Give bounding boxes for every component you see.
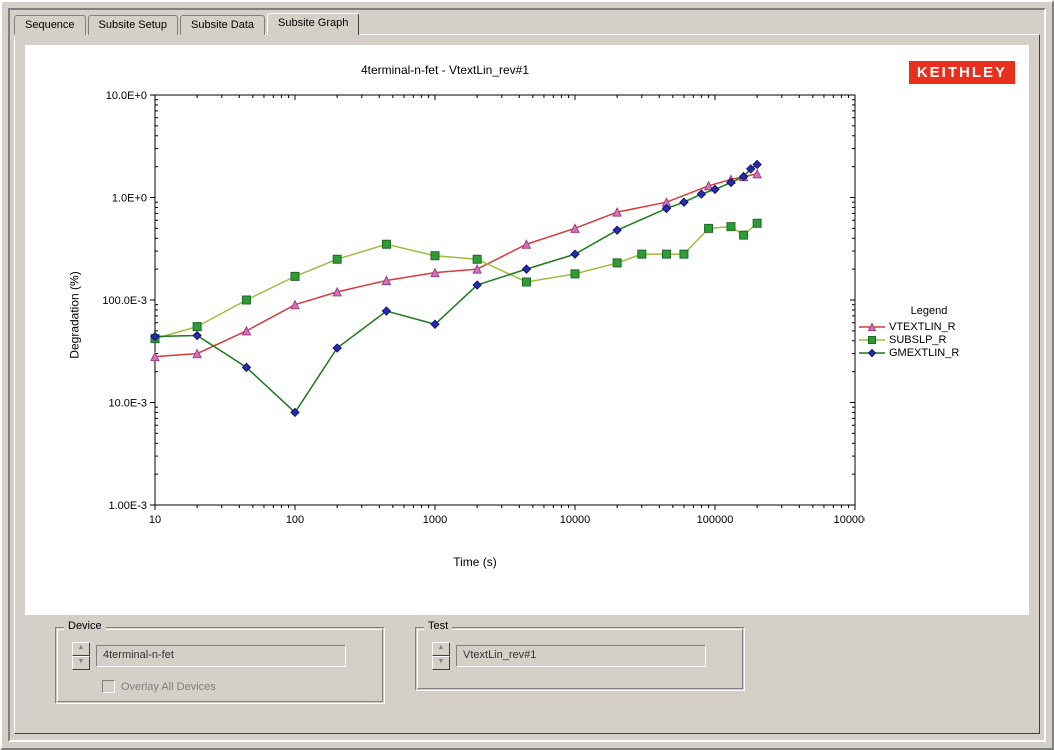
- svg-text:10.0E+0: 10.0E+0: [106, 90, 147, 102]
- controls-row: Device ▲ ▼ 4terminal-n-fet Overlay All D…: [25, 627, 1029, 704]
- x-axis-label: Time (s): [85, 555, 865, 569]
- test-field: VtextLin_rev#1: [456, 645, 706, 667]
- tab-panel: KEITHLEY 4terminal-n-fet - VtextLin_rev#…: [14, 34, 1040, 734]
- svg-text:1.0E+0: 1.0E+0: [112, 193, 147, 205]
- svg-text:10000: 10000: [560, 514, 591, 526]
- device-group: Device ▲ ▼ 4terminal-n-fet Overlay All D…: [55, 627, 385, 704]
- tabs-row: Sequence Subsite Setup Subsite Data Subs…: [14, 13, 1040, 35]
- svg-text:100000: 100000: [697, 514, 734, 526]
- device-spinner: ▲ ▼: [72, 642, 90, 670]
- chart-title: 4terminal-n-fet - VtextLin_rev#1: [25, 63, 865, 77]
- svg-text:1.00E-3: 1.00E-3: [108, 500, 147, 512]
- device-spin-down[interactable]: ▼: [72, 656, 90, 670]
- device-spin-up[interactable]: ▲: [72, 642, 90, 656]
- svg-text:100: 100: [286, 514, 304, 526]
- tab-subsite-graph[interactable]: Subsite Graph: [267, 13, 359, 35]
- legend-title: Legend: [859, 305, 999, 317]
- test-spin-down[interactable]: ▼: [432, 656, 450, 670]
- chart-plot: 10 100 1000 10000 100000 1000000 1.00E-3 10.0E-…: [85, 85, 865, 545]
- tab-sequence[interactable]: Sequence: [14, 15, 86, 35]
- app-window: Sequence Subsite Setup Subsite Data Subs…: [0, 0, 1054, 750]
- test-group: Test ▲ ▼ VtextLin_rev#1: [415, 627, 745, 691]
- svg-text:100.0E-3: 100.0E-3: [102, 295, 147, 307]
- legend-label: SUBSLP_R: [889, 334, 946, 346]
- overlay-checkbox: [102, 680, 115, 693]
- tab-subsite-setup[interactable]: Subsite Setup: [88, 15, 179, 35]
- legend-item: SUBSLP_R: [859, 334, 999, 346]
- overlay-label: Overlay All Devices: [121, 681, 216, 693]
- svg-text:10: 10: [149, 514, 161, 526]
- device-group-label: Device: [64, 620, 106, 632]
- svg-text:1000: 1000: [423, 514, 447, 526]
- test-spin-up[interactable]: ▲: [432, 642, 450, 656]
- device-field: 4terminal-n-fet: [96, 645, 346, 667]
- svg-text:10.0E-3: 10.0E-3: [108, 398, 147, 410]
- svg-text:1000000: 1000000: [834, 514, 865, 526]
- legend-item: VTEXTLIN_R: [859, 321, 999, 333]
- test-spinner: ▲ ▼: [432, 642, 450, 670]
- legend-item: GMEXTLIN_R: [859, 347, 999, 359]
- legend-label: GMEXTLIN_R: [889, 347, 959, 359]
- inner-frame: Sequence Subsite Setup Subsite Data Subs…: [8, 8, 1046, 742]
- overlay-row: Overlay All Devices: [102, 680, 368, 693]
- legend: Legend VTEXTLIN_RSUBSLP_RGMEXTLIN_R: [859, 305, 999, 360]
- chart-area: KEITHLEY 4terminal-n-fet - VtextLin_rev#…: [25, 45, 1029, 615]
- brand-logo: KEITHLEY: [909, 61, 1015, 84]
- y-axis-label: Degradation (%): [68, 271, 82, 358]
- legend-label: VTEXTLIN_R: [889, 321, 956, 333]
- test-group-label: Test: [424, 620, 452, 632]
- tab-subsite-data[interactable]: Subsite Data: [180, 15, 265, 35]
